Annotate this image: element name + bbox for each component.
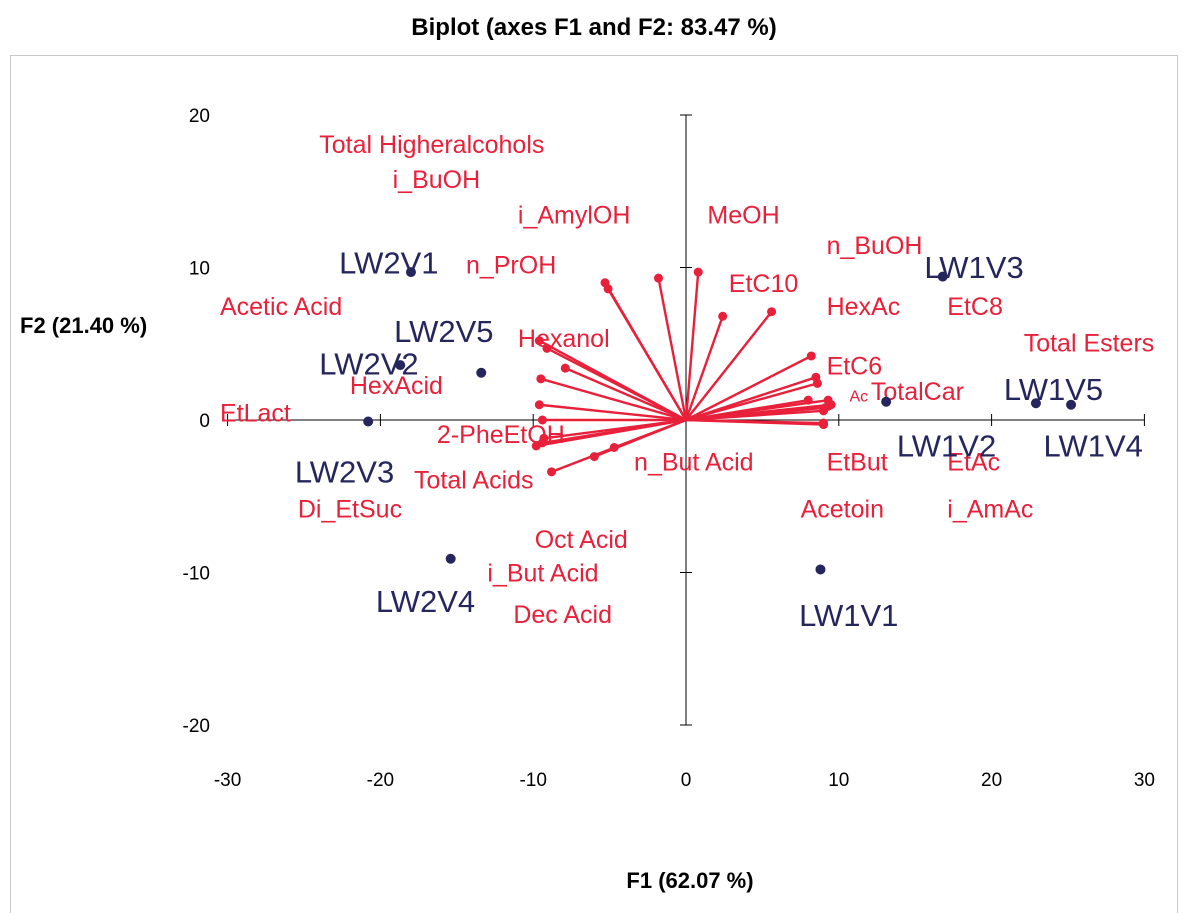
variable-point [812,378,822,388]
observation-label: LW1V4 [1044,429,1143,464]
variable-label: Acetoin [801,496,884,524]
observation-label: LW2V4 [376,584,475,619]
variable-point [693,267,703,277]
variable-label: Total Higheralcohols [319,131,544,159]
variable-vector [551,418,687,473]
variable-point [547,467,557,477]
variable-label: Di_EtSuc [298,496,402,524]
observation-point [363,416,374,427]
variable-label: n_BuOH [827,232,923,260]
variable-vector [685,382,818,422]
observation-point [937,271,948,282]
x-tick-label: -20 [367,770,394,791]
observation-point [395,360,406,371]
observation-label: LW1V3 [924,250,1023,285]
variable-label: EtC8 [947,293,1003,321]
x-tick-label: 0 [681,770,692,791]
x-tick-label: 20 [981,770,1002,791]
variable-label: EtAc [947,448,1000,476]
variable-vector [685,409,824,422]
observation-point [815,564,826,575]
observation-point [881,396,892,407]
variable-point [803,395,813,405]
x-tick-label: 30 [1134,770,1155,791]
variable-vector [685,354,812,422]
variable-vector [685,310,773,421]
variable-vector [540,377,687,422]
variable-label: EtBut [827,448,888,476]
variable-vector [685,418,824,426]
variable-vector [603,282,688,421]
variable-point [718,311,728,321]
variable-label: Ac [849,389,868,406]
observation-label: LW2V2 [319,346,418,381]
variable-label: i_BuOH [393,166,481,194]
variable-point [806,351,816,361]
y-tick-label: -20 [183,716,210,737]
variable-label: Total Esters [1024,329,1155,357]
variable-label: HexAcid [350,372,443,400]
observation-label: LW2V5 [394,314,493,349]
x-tick-label: -30 [214,770,241,791]
y-tick-label: 20 [189,106,210,127]
variable-label: EtC6 [827,352,883,380]
variable-label: n_PrOH [466,252,556,280]
observation-label: LW2V1 [339,246,438,281]
variable-vector [685,398,809,422]
variable-label: Oct Acid [535,526,628,554]
y-tick-label: 10 [189,259,210,280]
observation-label: LW1V1 [799,598,898,633]
variable-point [537,415,547,425]
variable-label: i_AmylOH [518,201,631,229]
variable-point [531,441,541,451]
variable-point [819,406,829,416]
variable-vector [684,315,724,421]
plot-frame [10,55,1178,913]
variable-label: MeOH [707,201,779,229]
observation-point [405,267,416,278]
variable-point [819,420,829,430]
observation-label: LW1V5 [1004,372,1103,407]
variable-point [767,307,777,317]
observation-label: LW2V3 [295,455,394,490]
x-tick-label: 10 [828,770,849,791]
variable-label: Total Acids [414,467,534,495]
variable-point [534,336,544,346]
variable-vector [684,271,700,421]
variable-label: EtC10 [729,270,798,298]
variable-vector [657,277,688,421]
variable-vector [546,347,687,422]
variable-label: i_AmAc [947,496,1033,524]
variable-label: Hexanol [518,325,610,353]
y-axis-label: F2 (21.40 %) [20,313,148,338]
variable-label: HexAc [827,293,901,321]
x-axis-label: F1 (62.07 %) [626,868,754,893]
variable-point [653,273,663,283]
observation-point [1066,399,1077,410]
variable-point [542,343,552,353]
variable-vector [539,403,687,422]
y-tick-label: -10 [183,564,210,585]
variable-label: EtLact [220,400,291,428]
variable-label: n_But Acid [634,448,754,476]
observation-point [445,553,456,564]
variable-vector [564,367,687,422]
observation-point [476,367,487,378]
variable-vector [536,418,687,448]
variable-point [536,374,546,384]
chart-title: Biplot (axes F1 and F2: 83.47 %) [411,14,777,41]
variable-label: Dec Acid [513,601,612,629]
variable-label: Acetic Acid [220,293,342,321]
variable-label: i_But Acid [487,560,598,588]
observation-label: LW1V2 [897,429,996,464]
variable-point [600,278,610,288]
variable-point [560,363,570,373]
variable-point [534,400,544,410]
y-tick-label: 0 [199,411,210,432]
observation-point [1030,398,1041,409]
x-tick-label: -10 [519,770,546,791]
